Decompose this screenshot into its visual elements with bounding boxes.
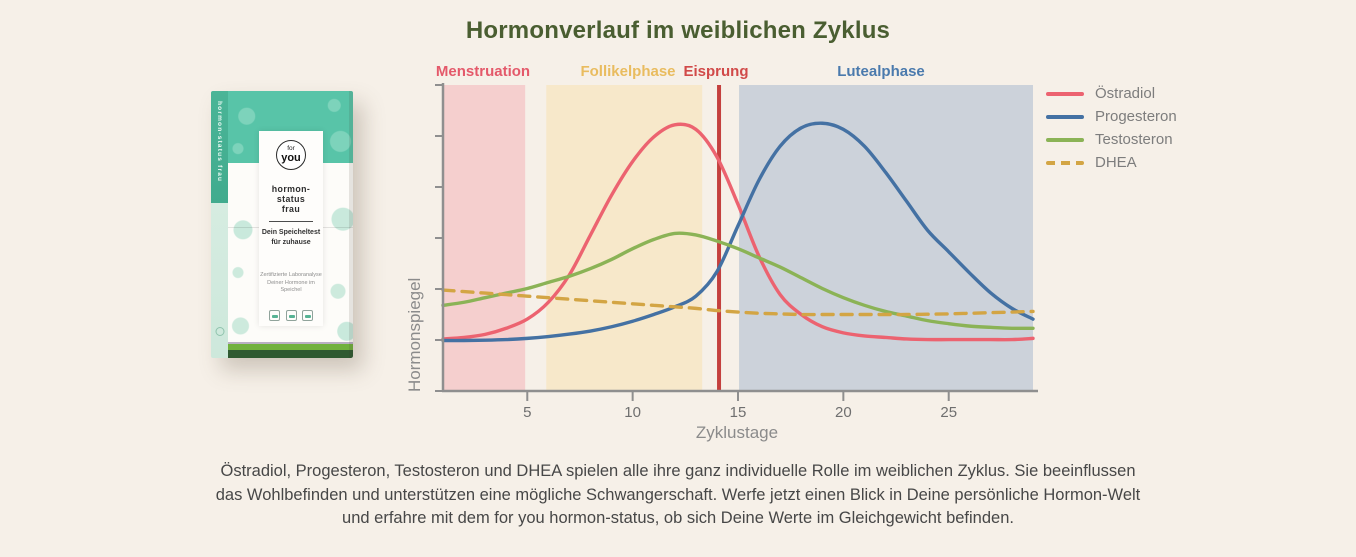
spine-title: hormon-status frau <box>216 101 223 183</box>
legend-item-testosteron: Testosteron <box>1046 128 1177 151</box>
box-bottom-stripes <box>228 342 353 358</box>
paragraph-line-2: das Wohlbefinden und unterstützen eine m… <box>215 485 1141 504</box>
box-note-1: Zertifizierte Laboranalyse <box>260 272 322 278</box>
legend-label: DHEA <box>1095 154 1137 171</box>
legend-item-progesteron: Progesteron <box>1046 105 1177 128</box>
phase-label-eisprung: Eisprung <box>683 63 749 80</box>
box-step-icons <box>259 309 323 321</box>
legend-label: Progesteron <box>1095 108 1177 125</box>
progesteron-line-swatch <box>1046 114 1084 119</box>
logo-text-you: you <box>281 152 301 164</box>
chart-legend: Östradiol Progesteron Testosteron DHEA <box>1046 82 1177 174</box>
phase-label-lutealphase: Lutealphase <box>837 63 925 80</box>
box-product-name-2: frau <box>281 204 301 214</box>
box-front-panel: for you hormon-status frau Dein Speichel… <box>259 131 323 350</box>
lab-step-icon <box>285 309 297 321</box>
svg-text:5: 5 <box>523 404 531 421</box>
box-subtitle-2: für zuhause <box>271 239 311 246</box>
description-paragraph: Östradiol, Progesteron, Testosteron und … <box>0 460 1356 531</box>
paragraph-line-3: und erfahre mit dem for you hormon-statu… <box>342 509 1014 527</box>
dhea-line-swatch <box>1046 160 1084 165</box>
stripe-gray <box>228 342 353 344</box>
box-subtitle-1: Dein Speicheltest <box>261 229 321 236</box>
svg-text:10: 10 <box>624 404 641 421</box>
svg-text:25: 25 <box>940 404 957 421</box>
stripe-dark-green <box>228 350 353 358</box>
divider <box>269 221 313 222</box>
y-axis-label: Hormonspiegel <box>405 277 424 392</box>
legend-item-oestradiol: Östradiol <box>1046 82 1177 105</box>
stripe-light-green <box>228 344 353 350</box>
box-product-name: hormon-status <box>271 184 311 204</box>
product-box-front: for you hormon-status frau Dein Speichel… <box>228 91 353 358</box>
box-note-2: Deiner Hormone im Speichel <box>267 279 315 294</box>
for-you-logo: for you <box>276 140 306 170</box>
legend-item-dhea: DHEA <box>1046 151 1177 174</box>
result-step-icon <box>301 309 313 321</box>
product-box-image: hormon-status frau for you hormon-status… <box>211 91 353 358</box>
x-axis-label: Zyklustage <box>695 423 779 442</box>
paragraph-line-1: Östradiol, Progesteron, Testosteron und … <box>220 462 1136 480</box>
legend-label: Östradiol <box>1095 85 1156 102</box>
sample-step-icon <box>269 309 281 321</box>
legend-label: Testosteron <box>1095 131 1173 148</box>
phase-label-follikelphase: Follikelphase <box>580 63 676 80</box>
spine-logo-icon <box>215 327 224 336</box>
box-top-teal-band <box>228 91 353 163</box>
phase-label-menstruation: Menstruation <box>435 63 531 80</box>
page-title: Hormonverlauf im weiblichen Zyklus <box>465 17 891 44</box>
product-box-spine: hormon-status frau <box>211 91 228 358</box>
svg-text:20: 20 <box>835 404 852 421</box>
hormone-cycle-chart: 5 10 15 20 25 <box>435 83 1038 421</box>
testosteron-line-swatch <box>1046 137 1084 142</box>
svg-text:15: 15 <box>730 404 747 421</box>
logo-text-for: for <box>287 145 295 152</box>
oestradiol-line-swatch <box>1046 91 1084 96</box>
